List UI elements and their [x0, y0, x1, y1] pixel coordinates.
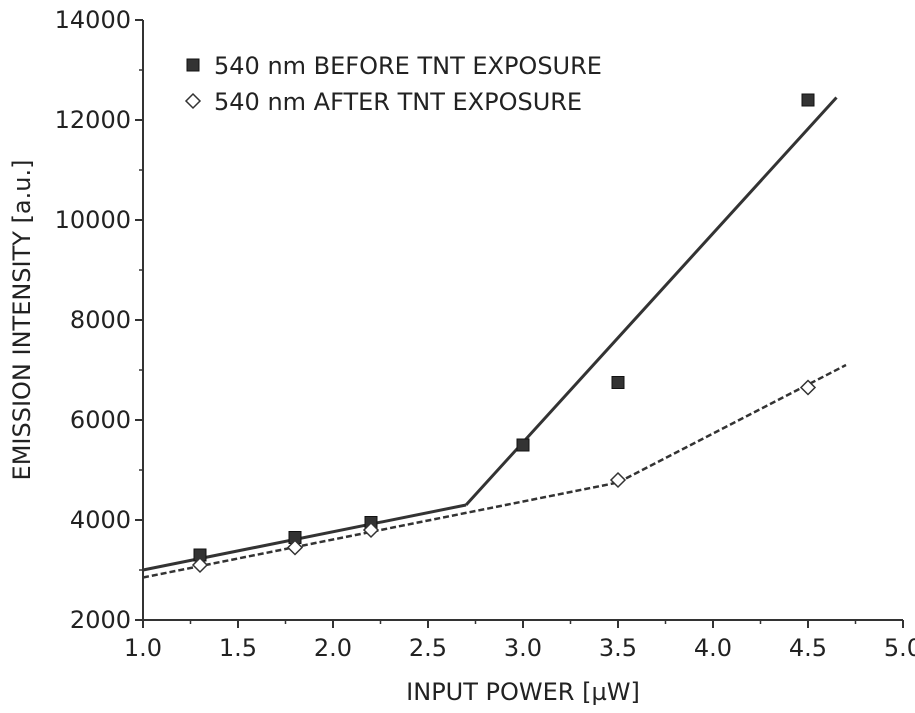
y-tick-label: 6000: [70, 406, 131, 434]
fit-line-series-2: [142, 481, 619, 579]
y-tick-label: 8000: [70, 306, 131, 334]
data-point-series-2: [286, 539, 304, 556]
data-point-series-2: [191, 556, 209, 574]
data-point-series-1: [611, 376, 625, 389]
fit-line-series-1: [142, 503, 467, 572]
y-tick-label: 2000: [70, 606, 131, 634]
x-tick-label: 1.0: [124, 634, 162, 662]
x-tick-label: 1.5: [219, 634, 257, 662]
legend-label-series-1: 540 nm BEFORE TNT EXPOSURE: [214, 52, 602, 80]
data-point-series-2: [799, 379, 817, 396]
x-tick-label: 3.5: [599, 634, 637, 662]
x-tick-label: 2.0: [314, 634, 352, 662]
data-point-series-2: [362, 521, 380, 539]
fit-line-series-1: [464, 96, 838, 507]
legend-label-series-2: 540 nm AFTER TNT EXPOSURE: [214, 88, 582, 116]
y-tick-label: 4000: [70, 506, 131, 534]
data-point-series-1: [516, 438, 530, 452]
y-tick-label: 14000: [55, 6, 131, 34]
data-point-series-1: [801, 93, 815, 107]
fit-line-series-2: [617, 363, 847, 484]
x-axis-title: INPUT POWER [µW]: [406, 678, 640, 706]
legend-marker-series-1: [186, 58, 200, 72]
data-point-series-2: [609, 471, 627, 489]
data-points: [191, 93, 817, 574]
ticks: 1.0 1.5 2.0 2.5 3.0 3.5 4.0 4.5 5.0 2000 4000 6000 8…: [55, 6, 915, 662]
x-tick-label: 5.0: [884, 634, 915, 662]
x-tick-label: 4.5: [789, 634, 827, 662]
x-tick-label: 4.0: [694, 634, 732, 662]
y-tick-label: 12000: [55, 106, 131, 134]
x-tick-label: 2.5: [409, 634, 447, 662]
y-axis-title: EMISSION INTENSITY [a.u.]: [8, 160, 36, 481]
legend: 540 nm BEFORE TNT EXPOSURE 540 nm AFTER T…: [184, 52, 602, 116]
y-tick-label: 10000: [55, 206, 131, 234]
legend-marker-series-2: [184, 92, 202, 110]
x-tick-label: 3.0: [504, 634, 542, 662]
fit-lines: [142, 96, 847, 579]
